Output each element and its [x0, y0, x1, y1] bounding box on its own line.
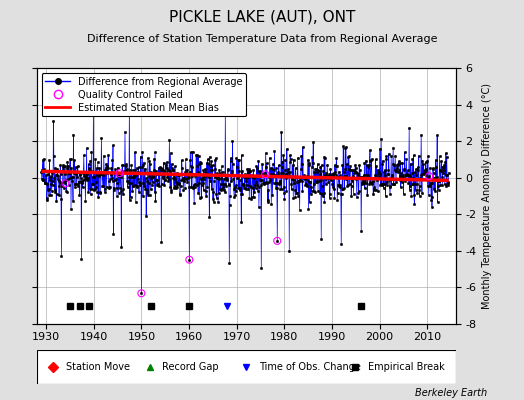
Text: Difference of Station Temperature Data from Regional Average: Difference of Station Temperature Data f…	[87, 34, 437, 44]
Text: Berkeley Earth: Berkeley Earth	[415, 388, 487, 398]
Text: Station Move: Station Move	[66, 362, 130, 372]
Legend: Difference from Regional Average, Quality Control Failed, Estimated Station Mean: Difference from Regional Average, Qualit…	[41, 73, 246, 116]
Point	[185, 256, 193, 263]
Point	[261, 171, 269, 178]
Point	[273, 238, 281, 244]
Point	[425, 173, 433, 179]
Text: Empirical Break: Empirical Break	[368, 362, 444, 372]
Text: PICKLE LAKE (AUT), ONT: PICKLE LAKE (AUT), ONT	[169, 10, 355, 25]
Point	[137, 290, 146, 296]
FancyBboxPatch shape	[37, 350, 456, 384]
Text: Time of Obs. Change: Time of Obs. Change	[259, 362, 361, 372]
Point	[115, 170, 124, 176]
Text: Record Gap: Record Gap	[162, 362, 219, 372]
Point	[61, 180, 70, 187]
Y-axis label: Monthly Temperature Anomaly Difference (°C): Monthly Temperature Anomaly Difference (…	[482, 83, 492, 309]
